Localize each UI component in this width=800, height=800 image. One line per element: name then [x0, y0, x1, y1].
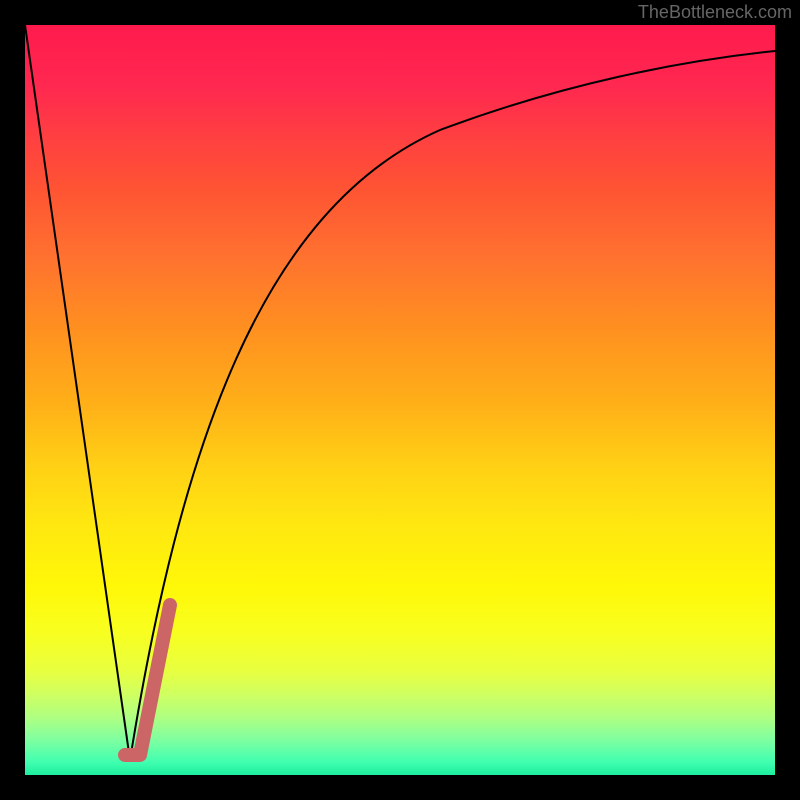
- bottleneck-chart: [0, 0, 800, 800]
- gradient-background: [25, 25, 785, 785]
- chart-container: TheBottleneck.com: [0, 0, 800, 800]
- watermark-text: TheBottleneck.com: [638, 2, 792, 23]
